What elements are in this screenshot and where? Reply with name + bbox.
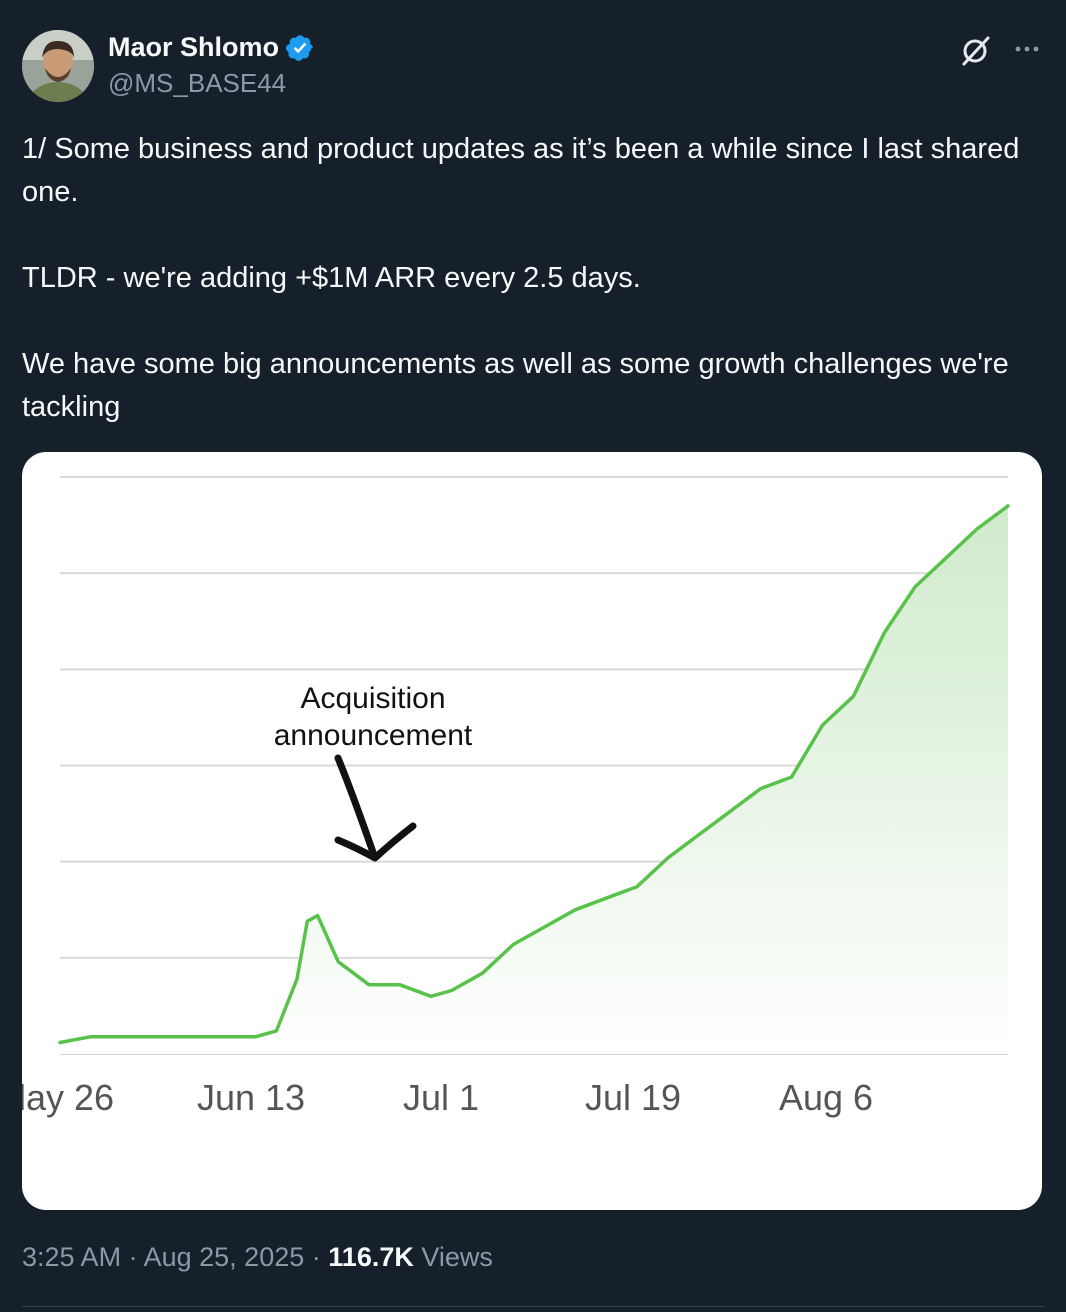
annotation-line-1: Acquisition (300, 682, 445, 715)
x-tick-label: Jun 13 (197, 1077, 305, 1118)
views-label: Views (421, 1242, 493, 1272)
chart-series-line (58, 504, 1010, 1045)
tweet-paragraph-2: TLDR - we're adding +$1M ARR every 2.5 d… (22, 262, 641, 294)
annotation-line-2: announcement (274, 719, 473, 752)
tweet-time[interactable]: 3:25 AM (22, 1242, 122, 1272)
arr-growth-chart: lay 26 Jun 13 Jul 1 Jul 19 Aug 6 Acquisition… (22, 476, 1010, 1118)
annotation-arrow-icon (334, 754, 417, 862)
x-tick-label: Jul 19 (585, 1077, 681, 1118)
meta-separator: · (311, 1242, 321, 1272)
chart-x-ticks: lay 26 Jun 13 Jul 1 Jul 19 Aug 6 (22, 1077, 873, 1118)
grok-icon[interactable] (958, 34, 992, 68)
author-name-row: Maor Shlomo (108, 32, 315, 63)
x-tick-label: Jul 1 (403, 1077, 479, 1118)
author-display-name[interactable]: Maor Shlomo (108, 32, 280, 62)
meta-separator: · (128, 1242, 138, 1272)
avatar[interactable] (22, 30, 94, 102)
x-tick-label: Aug 6 (779, 1077, 873, 1118)
tweet-media-chart[interactable]: lay 26 Jun 13 Jul 1 Jul 19 Aug 6 Acquisition… (22, 452, 1042, 1210)
views-count: 116.7K (328, 1242, 414, 1272)
tweet-header: Maor Shlomo @MS_BASE44 (22, 28, 1044, 108)
tweet-paragraph-1: 1/ Some business and product updates as … (22, 133, 1020, 208)
x-tick-label: lay 26 (22, 1077, 114, 1118)
divider (22, 1306, 1044, 1307)
chart-annotation: Acquisition announcement (274, 682, 473, 862)
chart-area-fill (60, 505, 1008, 1054)
verified-badge-icon[interactable] (285, 33, 315, 63)
more-options-icon[interactable] (1010, 32, 1044, 66)
tweet-meta: 3:25 AM · Aug 25, 2025 · 116.7K Views (22, 1242, 493, 1273)
tweet-date[interactable]: Aug 25, 2025 (143, 1242, 305, 1272)
author-handle[interactable]: @MS_BASE44 (108, 68, 287, 98)
tweet-text: 1/ Some business and product updates as … (22, 128, 1032, 429)
avatar-image (22, 30, 94, 102)
tweet-paragraph-3: We have some big announcements as well a… (22, 348, 1009, 423)
